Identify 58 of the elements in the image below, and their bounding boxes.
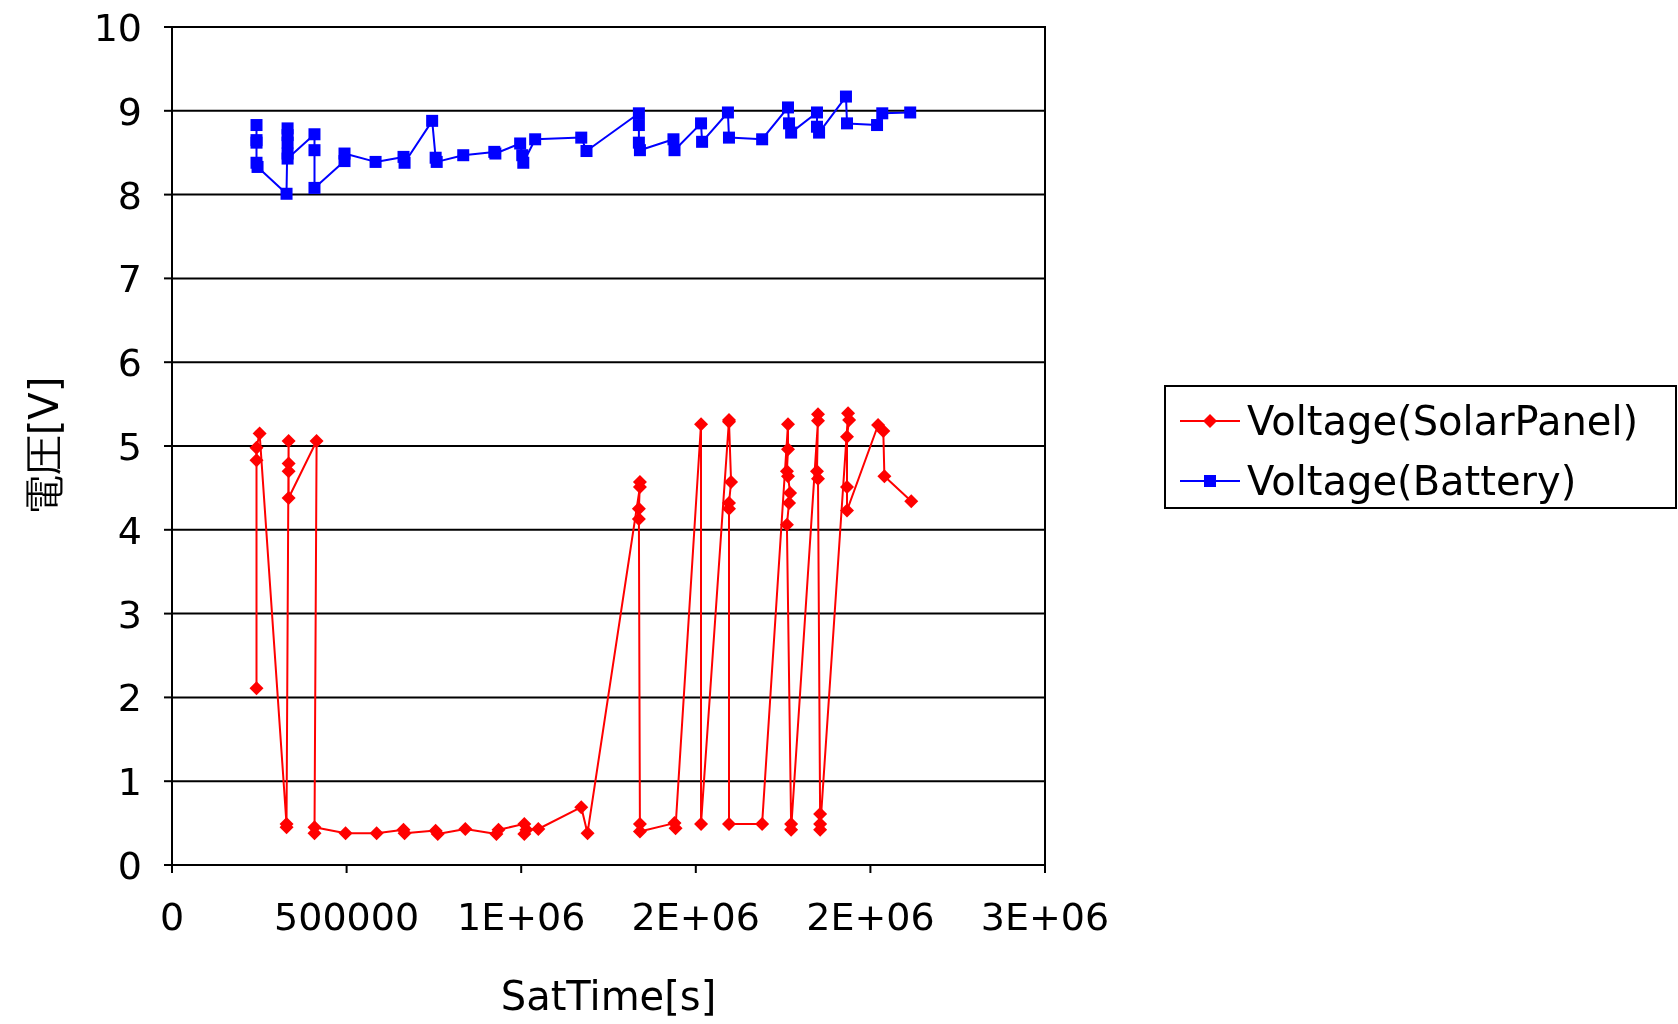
point [876, 107, 889, 120]
x-tick-label: 2E+06 [631, 895, 760, 939]
y-tick-label: 2 [117, 676, 142, 721]
point [810, 106, 823, 119]
x-axis-title: SatTime[s] [500, 973, 717, 1019]
point [813, 126, 826, 139]
point [580, 145, 593, 158]
y-tick-label: 9 [117, 89, 142, 134]
point [695, 117, 708, 130]
y-tick-label: 7 [117, 257, 142, 302]
point [722, 131, 735, 144]
point [904, 106, 917, 119]
point [517, 156, 530, 169]
y-tick-label: 3 [117, 592, 142, 637]
point [529, 133, 542, 146]
point [251, 160, 264, 173]
point [756, 133, 769, 146]
point [457, 149, 470, 162]
legend-label: Voltage(SolarPanel) [1247, 398, 1639, 444]
point [308, 181, 321, 194]
point [785, 126, 798, 139]
point [338, 147, 351, 160]
point [721, 106, 734, 119]
point [281, 152, 294, 165]
point [369, 155, 382, 168]
point [514, 137, 527, 150]
x-tick-label: 2E+06 [806, 895, 935, 939]
y-tick-label: 4 [117, 508, 142, 553]
point [632, 119, 645, 132]
x-tick-label: 3E+06 [980, 895, 1110, 939]
point [430, 155, 443, 168]
point [575, 131, 588, 144]
x-tick-label: 500000 [274, 895, 420, 939]
point [308, 128, 321, 141]
legend-label: Voltage(Battery) [1247, 458, 1577, 504]
point [632, 107, 645, 120]
point [839, 90, 852, 103]
point [250, 119, 263, 132]
y-tick-label: 1 [117, 760, 142, 805]
y-axis-title: 電圧[V] [21, 376, 67, 516]
point [781, 101, 794, 114]
point [696, 135, 709, 148]
y-tick-label: 6 [117, 341, 142, 386]
point [667, 133, 680, 146]
point [308, 144, 321, 157]
y-tick-label: 0 [117, 844, 142, 888]
point [398, 156, 411, 169]
point [871, 119, 884, 132]
point [633, 144, 646, 157]
x-tick-label: 1E+06 [457, 895, 586, 939]
point [426, 114, 439, 127]
point [280, 187, 293, 200]
point [668, 144, 681, 157]
point [841, 117, 853, 130]
y-tick-label: 10 [93, 6, 142, 50]
y-tick-label: 8 [117, 173, 142, 218]
x-tick-label: 0 [159, 895, 185, 939]
y-tick-label: 5 [117, 425, 142, 469]
